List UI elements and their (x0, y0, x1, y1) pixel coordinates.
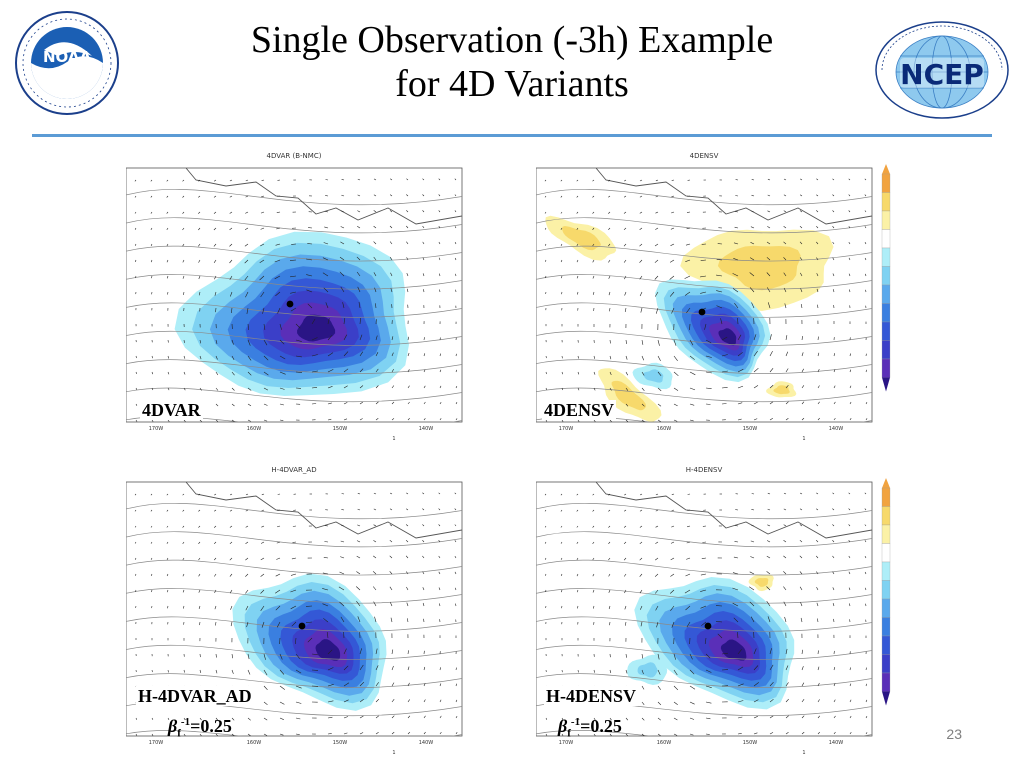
panel-label-h-4dvar-ad: H-4DVAR_AD (136, 686, 254, 706)
observation-point (705, 623, 712, 630)
panel-header: H-4DENSV (686, 466, 723, 474)
lon-tick-label: 140W (419, 740, 434, 746)
ncep-logo-text: NCEP (900, 58, 984, 91)
lon-tick-label: 140W (419, 426, 434, 432)
lon-tick-label: 150W (333, 740, 348, 746)
slide-title: Single Observation (-3h) Example for 4D … (150, 18, 874, 106)
observation-point (299, 623, 306, 630)
vector-scale-label: 1 (392, 750, 395, 756)
noaa-logo: NOAA (14, 10, 120, 116)
panel-header: 4DVAR (B-NMC) (267, 152, 322, 160)
slide-title-line1: Single Observation (-3h) Example (150, 18, 874, 62)
slide-title-line2: for 4D Variants (150, 62, 874, 106)
page-number: 23 (946, 726, 962, 742)
panel-header: H-4DVAR_AD (271, 466, 316, 474)
panel-header: 4DENSV (690, 152, 719, 160)
lon-tick-label: 140W (829, 740, 844, 746)
lon-tick-label: 160W (247, 740, 262, 746)
lon-tick-label: 170W (149, 740, 164, 746)
title-divider (32, 134, 992, 137)
panel-label-4dvar: 4DVAR (140, 400, 203, 420)
noaa-logo-text: NOAA (43, 48, 92, 66)
lon-tick-label: 160W (657, 426, 672, 432)
observation-point (699, 309, 706, 316)
lon-tick-label: 170W (149, 426, 164, 432)
lon-tick-label: 150W (743, 740, 758, 746)
lon-tick-label: 160W (657, 740, 672, 746)
beta-label-h-4densv: βf-1=0.25 (558, 712, 622, 744)
lon-tick-label: 140W (829, 426, 844, 432)
observation-point (287, 301, 294, 308)
colorbar: 0.30.20.1−0.1−0.2−0.3−0.4−0.5−0.6−0.7−0.… (882, 478, 892, 706)
lon-tick-label: 170W (559, 426, 574, 432)
beta-label-h-4dvar-ad: βf-1=0.25 (168, 712, 232, 744)
panel-label-h-4densv: H-4DENSV (544, 686, 638, 706)
lon-tick-label: 150W (743, 426, 758, 432)
colorbar: 0.30.20.1−0.1−0.2−0.3−0.4−0.5−0.6−0.7−0.… (882, 164, 892, 392)
panel-4dvar: 4DVAR (B-NMC)60N50N40N170W160W150W140W10… (126, 148, 466, 440)
panel-4densv: 4DENSV60N50N40N170W160W150W140W10.30.20.… (536, 148, 892, 440)
ncep-logo: NCEP (868, 12, 1016, 122)
panel-label-4densv: 4DENSV (542, 400, 616, 420)
vector-scale-label: 1 (802, 750, 805, 756)
lon-tick-label: 160W (247, 426, 262, 432)
vector-scale-label: 1 (392, 436, 395, 440)
vector-scale-label: 1 (802, 436, 805, 440)
lon-tick-label: 150W (333, 426, 348, 432)
